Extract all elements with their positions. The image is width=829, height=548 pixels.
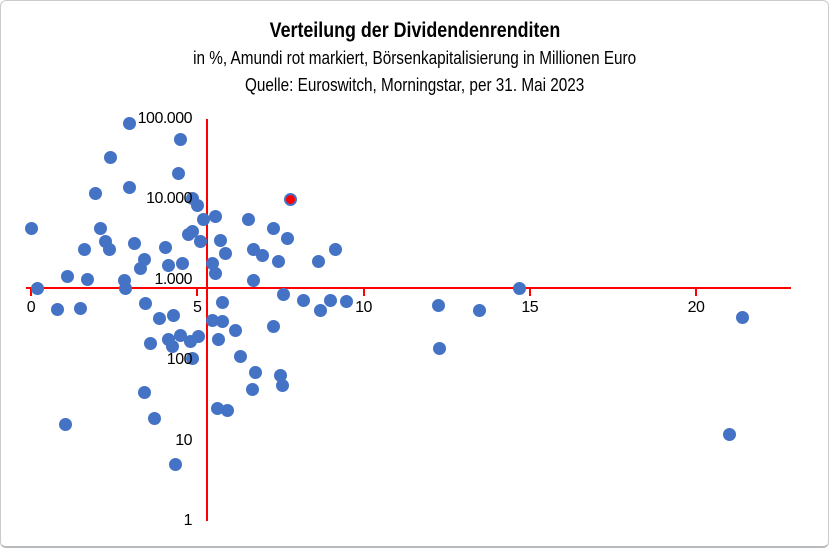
data-point [59, 417, 73, 431]
x-axis-tick [362, 288, 365, 297]
data-point [297, 293, 311, 307]
data-point [104, 151, 118, 165]
data-point [205, 314, 219, 328]
x-axis-tick-label: 10 [355, 299, 372, 317]
data-point [220, 403, 234, 417]
data-point [228, 323, 242, 337]
x-axis-tick [695, 288, 697, 297]
chart-source: Quelle: Euroswitch, Morningstar, per 31.… [244, 75, 585, 95]
y-axis-tick-label: 1 [183, 512, 193, 529]
data-point [122, 181, 136, 195]
data-point [139, 296, 153, 310]
data-point [215, 296, 229, 310]
data-point [162, 259, 176, 273]
y-axis-tick-label: 100.000 [137, 110, 193, 127]
data-point [280, 231, 294, 245]
data-point [245, 383, 259, 397]
data-point [144, 337, 158, 351]
x-axis-tick-label: 20 [687, 299, 705, 317]
data-point [275, 378, 289, 392]
data-point [212, 333, 226, 347]
data-point [24, 222, 38, 236]
data-point [323, 294, 337, 308]
data-point [172, 166, 186, 180]
data-point [175, 256, 189, 270]
data-point [119, 282, 133, 296]
data-point [312, 254, 326, 268]
data-point [51, 302, 65, 316]
data-point [185, 224, 199, 238]
data-point [89, 186, 103, 200]
data-point [185, 351, 199, 365]
data-point [137, 252, 151, 266]
data-point [81, 273, 95, 287]
data-point [433, 341, 447, 355]
data-point [174, 133, 188, 147]
data-point [61, 269, 75, 283]
amundi-data-point [283, 192, 297, 206]
data-point [152, 312, 166, 325]
data-point [272, 254, 286, 268]
y-axis-tick-label: 10.000 [146, 190, 192, 208]
data-point [169, 458, 183, 472]
data-point [210, 402, 224, 416]
data-point [174, 329, 188, 343]
data-point [209, 210, 223, 224]
data-point [233, 350, 247, 364]
data-point [165, 339, 179, 353]
x-axis-line [26, 287, 791, 289]
chart-title: Verteilung der Dividendenrenditen [269, 19, 560, 42]
data-point [219, 247, 232, 261]
data-point [94, 222, 108, 236]
data-point [722, 427, 736, 441]
x-axis-tick-label: 15 [521, 299, 539, 317]
data-point [255, 249, 269, 263]
data-point [31, 282, 45, 296]
data-point [159, 241, 173, 255]
y-axis-tick-label: 100 [166, 351, 193, 369]
data-point [197, 213, 211, 227]
x-axis-tick [30, 288, 32, 297]
y-axis-tick-label: 1.000 [154, 270, 192, 288]
data-point [313, 304, 327, 318]
chart-subtitle: in %, Amundi rot markiert, Börsenkapital… [192, 48, 637, 68]
data-point [267, 222, 281, 236]
data-point [214, 233, 228, 247]
x-axis-tick [196, 288, 199, 297]
x-axis-tick-label: 0 [26, 299, 36, 317]
data-point [513, 281, 527, 295]
data-point [215, 315, 229, 329]
data-point [167, 308, 181, 322]
data-point [102, 242, 116, 256]
data-point [77, 242, 91, 256]
data-point [267, 320, 281, 334]
data-point [74, 301, 88, 315]
data-point [248, 366, 262, 380]
data-point [473, 303, 487, 317]
data-point [736, 310, 750, 324]
data-point [340, 295, 354, 309]
data-point [127, 237, 141, 251]
data-point [147, 411, 161, 425]
x-axis-tick [528, 288, 531, 297]
data-point [205, 256, 219, 270]
data-point [192, 330, 206, 344]
data-point [194, 234, 208, 248]
data-point [242, 213, 256, 227]
data-point [122, 116, 136, 130]
data-point [190, 199, 204, 213]
x-axis-tick-label: 5 [193, 299, 202, 317]
data-point [328, 242, 342, 256]
data-point [137, 385, 151, 399]
data-point [247, 274, 261, 288]
y-axis-tick-label: 10 [175, 431, 192, 449]
data-point [209, 266, 223, 280]
data-point [431, 298, 445, 312]
data-point [277, 287, 291, 301]
